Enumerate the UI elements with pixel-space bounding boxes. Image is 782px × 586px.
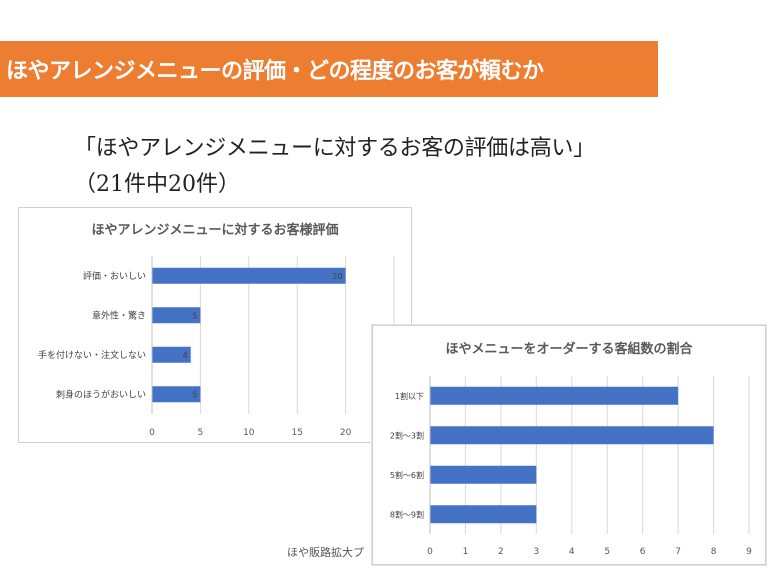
- x-tick-label: 7: [675, 547, 681, 557]
- data-label: 20: [332, 272, 342, 281]
- category-label: 5割～6割: [390, 470, 424, 480]
- category-label: 意外性・驚き: [92, 309, 146, 321]
- evaluation-chart: ほやアレンジメニューに対するお客様評価 0 5 10 15 20 評価・おいしい 20 意外性・…: [18, 207, 412, 443]
- category-label: 評価・おいしい: [83, 270, 146, 282]
- x-tick-label: 8: [711, 547, 717, 557]
- x-tick-label: 1: [463, 547, 469, 557]
- x-tick-label: 0: [427, 547, 433, 557]
- bar: [152, 267, 346, 284]
- bar: [152, 386, 201, 403]
- category-label: 手を付けない・注文しない: [38, 349, 146, 361]
- bar: [430, 426, 714, 445]
- chart-title: ほやアレンジメニューに対するお客様評価: [91, 222, 338, 238]
- x-tick-label: 9: [746, 547, 752, 557]
- bar: [430, 465, 537, 484]
- order-ratio-chart: ほやメニューをオーダーする客組数の割合 0 1 2 3 4 5 6 7 8 9 1割以下 2割～3割 5割…: [372, 325, 766, 565]
- x-tick-label: 5: [198, 428, 204, 438]
- data-label: 5: [192, 311, 197, 320]
- subheading: 「ほやアレンジメニューに対するお客の評価は高い」: [74, 136, 595, 161]
- title-banner: ほやアレンジメニューの評価・どの程度のお客が頼むか: [0, 41, 658, 97]
- data-label: 5: [192, 390, 197, 399]
- x-tick-label: 5: [604, 547, 610, 557]
- data-label: 4: [183, 351, 188, 360]
- x-tick-label: 20: [340, 428, 352, 438]
- x-tick-label: 0: [149, 428, 155, 438]
- bar: [430, 505, 537, 524]
- x-tick-label: 6: [640, 547, 646, 557]
- slide-title: ほやアレンジメニューの評価・どの程度のお客が頼むか: [6, 59, 544, 84]
- x-tick-label: 10: [243, 428, 255, 438]
- x-tick-label: 2: [498, 547, 504, 557]
- x-tick-label: 15: [291, 428, 302, 438]
- category-label: 1割以下: [395, 391, 424, 401]
- bar: [430, 386, 679, 405]
- x-tick-label: 3: [533, 547, 539, 557]
- category-label: 2割～3割: [390, 430, 424, 440]
- footer-text: ほや販路拡大プ: [287, 546, 364, 559]
- bar: [152, 346, 191, 363]
- chart-title: ほやメニューをオーダーする客組数の割合: [445, 341, 693, 357]
- category-label: 刺身のほうがおいしい: [56, 388, 146, 400]
- category-label: 8割～9割: [390, 509, 424, 519]
- x-tick-label: 4: [569, 547, 575, 557]
- order-ratio-chart-svg: ほやメニューをオーダーする客組数の割合 0 1 2 3 4 5 6 7 8 9 1割以下 2割～3割 5割…: [390, 341, 752, 557]
- bar: [152, 307, 201, 324]
- evaluation-chart-svg: ほやアレンジメニューに対するお客様評価 0 5 10 15 20 評価・おいしい 20 意外性・…: [38, 222, 395, 438]
- subheading-count: （21件中20件）: [74, 172, 240, 197]
